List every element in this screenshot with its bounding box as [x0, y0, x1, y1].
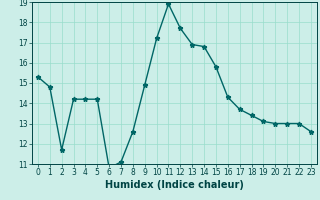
X-axis label: Humidex (Indice chaleur): Humidex (Indice chaleur): [105, 180, 244, 190]
